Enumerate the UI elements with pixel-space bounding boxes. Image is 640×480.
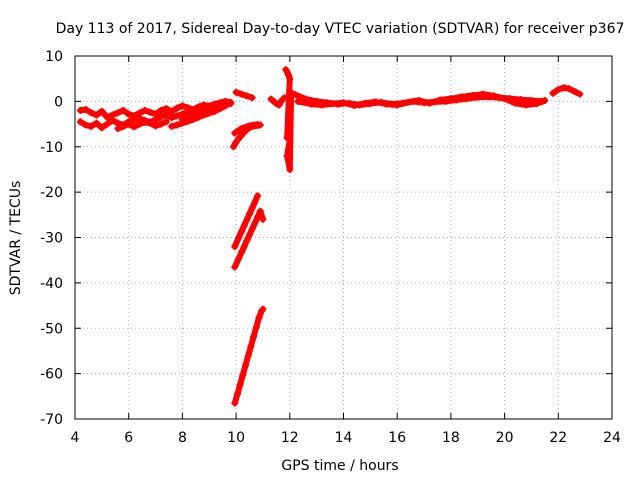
x-tick-label: 14 [335, 430, 353, 446]
y-tick-label: -70 [40, 412, 63, 428]
x-tick-label: 18 [442, 430, 460, 446]
series-seg-e [178, 102, 227, 124]
grid-lines [75, 56, 612, 419]
y-tick-labels: 10 0 -10 -20 -30 -40 -50 -60 -70 [40, 49, 63, 428]
x-axis-label: GPS time / hours [281, 458, 398, 474]
series-seg-i [231, 192, 262, 251]
chart-title: Day 113 of 2017, Sidereal Day-to-day VTE… [56, 21, 625, 37]
data-point [259, 305, 267, 313]
x-tick-label: 24 [603, 430, 621, 446]
data-point [259, 215, 267, 223]
data-point [576, 90, 584, 98]
x-tick-label: 8 [178, 430, 187, 446]
series-seg-l [267, 94, 288, 109]
series-seg-h [231, 121, 262, 137]
series-seg-a [76, 97, 235, 121]
data-point [227, 100, 235, 108]
y-tick-label: 10 [45, 49, 63, 65]
data-point-band [286, 89, 295, 173]
y-axis-label: SDTVAR / TECUs [8, 181, 24, 296]
y-tick-label: -30 [40, 231, 63, 247]
data-point [541, 96, 549, 104]
data-points [76, 66, 584, 407]
data-point [248, 94, 256, 102]
y-tick-label: -50 [40, 321, 63, 337]
y-tick-label: 0 [54, 94, 63, 110]
y-tick-label: -20 [40, 185, 63, 201]
data-point [254, 121, 262, 129]
x-tick-label: 20 [496, 430, 514, 446]
series-seg-j [231, 207, 267, 271]
data-point [219, 102, 227, 110]
series-seg-f [232, 88, 256, 102]
series-seg-k [231, 305, 267, 407]
series-seg-c [114, 118, 170, 133]
y-tick-label: -40 [40, 276, 63, 292]
x-tick-label: 4 [71, 430, 80, 446]
series-seg-p [549, 84, 584, 98]
x-tick-label: 16 [388, 430, 406, 446]
x-tick-label: 6 [124, 430, 133, 446]
series-seg-o [294, 90, 549, 109]
x-tick-label: 22 [549, 430, 567, 446]
x-tick-labels: 4 6 8 10 12 14 16 18 20 22 24 [71, 430, 621, 446]
x-tick-label: 12 [281, 430, 299, 446]
axis-ticks [74, 55, 613, 420]
y-tick-label: -60 [40, 367, 63, 383]
y-tick-label: -10 [40, 140, 63, 156]
data-point [162, 118, 170, 126]
series-seg-m [282, 66, 295, 173]
data-point [254, 192, 262, 200]
x-tick-label: 10 [227, 430, 245, 446]
